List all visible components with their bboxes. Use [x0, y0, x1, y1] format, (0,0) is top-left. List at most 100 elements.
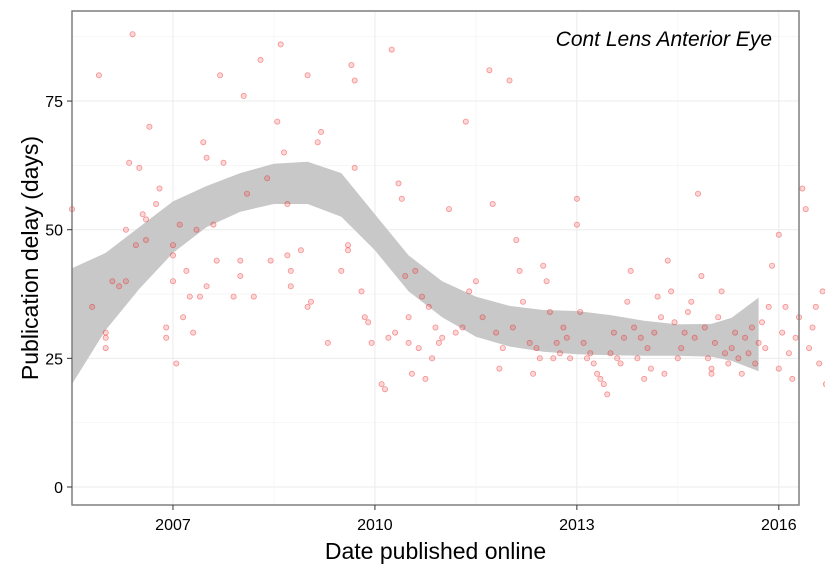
data-point	[392, 329, 399, 336]
data-point	[816, 360, 823, 367]
data-point	[775, 365, 782, 372]
data-point	[769, 262, 776, 269]
data-point	[560, 324, 567, 331]
data-point	[358, 288, 365, 295]
data-point	[122, 226, 129, 233]
data-point	[381, 386, 388, 393]
data-point	[573, 195, 580, 202]
data-point	[163, 324, 170, 331]
data-point	[516, 267, 523, 274]
data-point	[647, 365, 654, 372]
data-point	[782, 303, 789, 310]
data-point	[627, 267, 634, 274]
data-point	[116, 283, 123, 290]
x-axis: 2007 2010 2013 2016	[155, 505, 797, 534]
data-point	[567, 355, 574, 362]
data-point	[314, 139, 321, 146]
data-point	[405, 339, 412, 346]
data-point	[540, 262, 547, 269]
data-point	[684, 308, 691, 315]
data-point	[644, 345, 651, 352]
data-point	[102, 334, 109, 341]
data-point	[789, 375, 796, 382]
data-point	[186, 293, 193, 300]
data-point	[422, 375, 429, 382]
data-point	[344, 247, 351, 254]
data-point	[351, 77, 358, 84]
data-point	[691, 334, 698, 341]
data-point	[142, 236, 149, 243]
data-point	[735, 355, 742, 362]
data-point	[543, 278, 550, 285]
data-point	[180, 314, 187, 321]
y-axis: 0 25 50 75	[45, 94, 72, 497]
data-point	[163, 334, 170, 341]
data-point	[594, 370, 601, 377]
data-point	[466, 288, 473, 295]
x-tick-label: 2010	[357, 517, 393, 534]
plot-panel	[69, 10, 825, 506]
data-point	[237, 257, 244, 264]
data-point	[573, 221, 580, 228]
data-point	[408, 370, 415, 377]
data-point	[146, 123, 153, 130]
data-point	[217, 72, 224, 79]
data-point	[365, 319, 372, 326]
data-point	[577, 308, 584, 315]
data-point	[348, 62, 355, 69]
data-point	[617, 360, 624, 367]
data-point	[695, 190, 702, 197]
data-point	[513, 236, 520, 243]
data-point	[661, 370, 668, 377]
data-point	[809, 324, 816, 331]
data-point	[378, 381, 385, 388]
data-point	[398, 195, 405, 202]
data-point	[688, 298, 695, 305]
data-point	[196, 293, 203, 300]
data-point	[169, 278, 176, 285]
data-point	[671, 319, 678, 326]
data-point	[496, 365, 503, 372]
x-tick-label: 2007	[155, 517, 191, 534]
data-point	[725, 360, 732, 367]
data-point	[681, 329, 688, 336]
data-point	[651, 329, 658, 336]
data-point	[597, 375, 604, 382]
data-point	[745, 350, 752, 357]
data-point	[526, 339, 533, 346]
gridlines	[72, 11, 799, 505]
data-point	[664, 257, 671, 264]
data-point	[237, 272, 244, 279]
y-tick-label: 75	[45, 94, 63, 111]
data-point	[486, 67, 493, 74]
data-point	[489, 200, 496, 207]
data-point	[654, 293, 661, 300]
data-point	[775, 231, 782, 238]
data-point	[156, 185, 163, 192]
data-point	[102, 329, 109, 336]
data-point	[190, 329, 197, 336]
data-point	[580, 339, 587, 346]
data-point	[641, 375, 648, 382]
data-point	[287, 267, 294, 274]
data-point	[722, 350, 729, 357]
data-point	[584, 355, 591, 362]
data-point	[338, 267, 345, 274]
data-point	[762, 345, 769, 352]
data-point	[748, 324, 755, 331]
data-point	[250, 293, 257, 300]
data-point	[429, 355, 436, 362]
data-point	[819, 288, 825, 295]
data-point	[257, 56, 264, 63]
data-point	[318, 128, 325, 135]
data-point	[614, 355, 621, 362]
data-point	[715, 314, 722, 321]
data-point	[139, 211, 146, 218]
data-point	[728, 345, 735, 352]
data-point	[708, 370, 715, 377]
data-point	[344, 242, 351, 249]
x-tick-label: 2016	[761, 517, 797, 534]
data-point	[402, 272, 409, 279]
y-tick-label: 0	[54, 480, 63, 497]
